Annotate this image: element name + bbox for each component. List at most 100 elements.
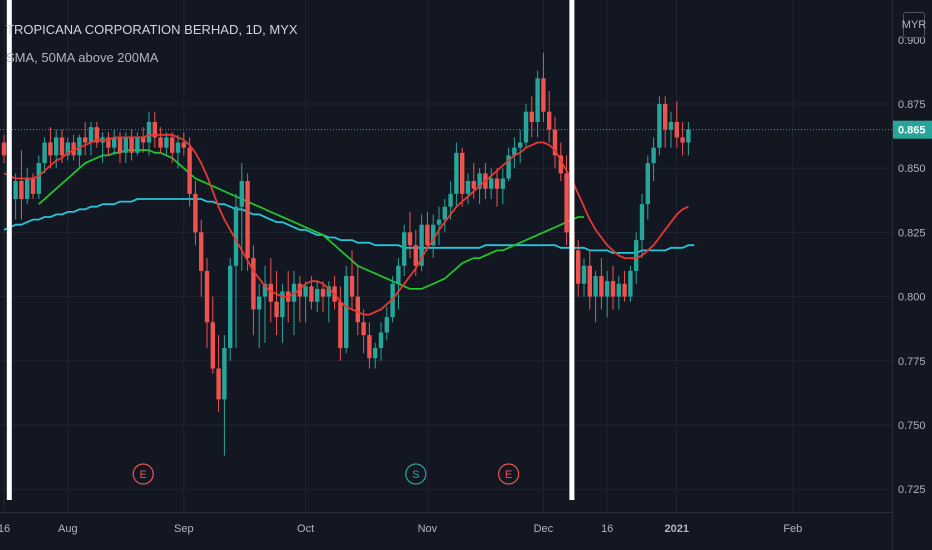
candle-body — [500, 178, 505, 189]
candle-body — [320, 288, 326, 297]
candle-body — [65, 142, 70, 156]
candle-body — [367, 335, 372, 359]
candle-body — [59, 137, 65, 156]
candle-body — [193, 193, 198, 233]
candle-body — [413, 245, 418, 266]
candle-body — [645, 163, 650, 205]
candle-body — [326, 286, 331, 297]
candle-body — [396, 265, 401, 284]
candle-body — [42, 142, 47, 164]
candle-body — [506, 155, 511, 179]
x-tick-label: Feb — [783, 523, 802, 535]
candle-body — [88, 127, 94, 143]
candle-body — [30, 178, 36, 194]
candle-body — [378, 332, 384, 348]
earnings-marker-label: E — [140, 469, 147, 481]
candle-body — [355, 296, 360, 323]
candle-body — [494, 178, 500, 189]
candle-body — [523, 111, 529, 143]
x-tick-label: Aug — [58, 523, 78, 535]
candle-body — [477, 173, 482, 189]
candle-body — [518, 142, 523, 148]
candle-body — [13, 181, 18, 200]
candle-body — [315, 288, 320, 302]
candle-body — [71, 142, 76, 156]
candle-body — [344, 276, 349, 348]
candle-body — [25, 178, 30, 200]
candle-body — [680, 137, 685, 143]
candle-body — [535, 78, 540, 122]
currency-button[interactable]: MYR — [902, 12, 926, 38]
candle-body — [199, 232, 204, 271]
candle-body — [303, 286, 308, 297]
candle-body — [170, 137, 175, 153]
x-tick-label: Nov — [418, 523, 438, 535]
x-tick-label: 16 — [601, 523, 613, 535]
earnings-marker[interactable] — [132, 463, 154, 485]
x-tick-label: Oct — [297, 523, 314, 535]
candle-body — [454, 152, 459, 194]
candle-body — [54, 137, 59, 156]
candle-body — [425, 224, 430, 246]
candle-body — [280, 291, 285, 318]
candle-body — [402, 232, 407, 266]
candle-body — [651, 147, 656, 164]
candle-body — [175, 142, 181, 153]
marker-line — [6, 0, 12, 500]
candle-body — [216, 368, 221, 400]
candle-body — [605, 281, 610, 297]
x-tick-label: 16 — [0, 523, 10, 535]
candle-body — [181, 142, 186, 148]
candle-body — [117, 137, 123, 153]
candle-body — [233, 206, 239, 266]
candle-body — [587, 265, 592, 297]
candle-body — [657, 104, 662, 148]
candle-body — [152, 121, 157, 138]
indicator-legend: SMA, 50MA above 200MA — [6, 50, 159, 65]
candle-body — [558, 155, 563, 174]
candle-body — [297, 283, 302, 297]
y-tick-label: 0.800 — [898, 292, 926, 304]
candle-body — [158, 137, 163, 148]
ma-50-line — [38, 149, 584, 290]
candle-body — [228, 265, 233, 348]
last-price-label: 0.865 — [898, 125, 926, 137]
split-marker-label: S — [412, 469, 419, 481]
y-tick-label: 0.850 — [898, 163, 926, 175]
candle-body — [239, 181, 244, 207]
candle-body — [204, 270, 210, 323]
candle-body — [141, 137, 146, 143]
candle-body — [257, 296, 262, 310]
candle-body — [349, 276, 355, 297]
earnings-marker[interactable] — [498, 463, 520, 485]
candle-body — [465, 181, 471, 194]
candle-body — [489, 178, 494, 189]
candle-body — [268, 283, 273, 302]
chart-title: TROPICANA CORPORATION BERHAD, 1D, MYX — [6, 22, 298, 37]
candle-body — [622, 283, 627, 297]
candle-body — [338, 301, 343, 348]
candle-body — [512, 147, 517, 156]
candle-body — [94, 127, 99, 143]
y-tick-label: 0.725 — [898, 484, 926, 496]
split-marker[interactable] — [405, 463, 427, 485]
marker-line — [569, 0, 575, 500]
earnings-marker-label: E — [505, 469, 512, 481]
candle-body — [251, 258, 256, 310]
candle-body — [361, 322, 366, 336]
x-tick-label: Dec — [534, 523, 554, 535]
candle-body — [448, 193, 453, 207]
candle-body — [274, 301, 279, 318]
candle-body — [663, 104, 668, 130]
candle-body — [123, 137, 128, 153]
y-tick-label: 0.825 — [898, 227, 926, 239]
candle-body — [222, 347, 227, 400]
ma-200-line — [3, 198, 695, 254]
y-tick-label: 0.875 — [898, 99, 926, 111]
candle-body — [541, 78, 546, 112]
candle-body — [674, 121, 679, 138]
candle-body — [112, 137, 117, 148]
candle-body — [309, 286, 314, 302]
candle-body — [616, 283, 621, 297]
